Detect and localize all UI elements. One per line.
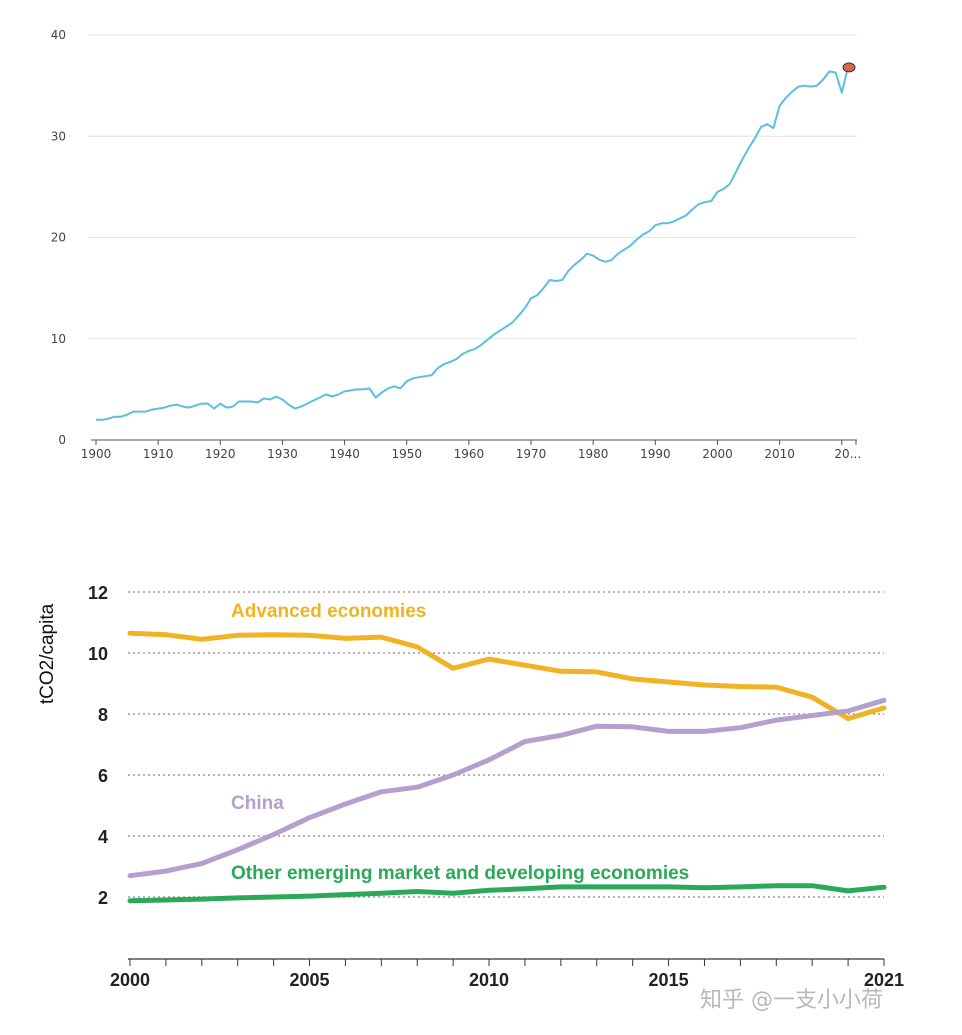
x-tick-label: 1910 <box>143 447 174 461</box>
y-axis-label: tCO2/capita <box>37 603 58 704</box>
series-label: Other emerging market and developing eco… <box>231 863 689 884</box>
y-tick-label: 20 <box>51 231 66 245</box>
y-tick-label: 10 <box>51 332 66 346</box>
y-tick-label: 10 <box>88 644 108 664</box>
x-tick-label: 1980 <box>578 447 609 461</box>
watermark: 知乎 @一支小小荷 <box>700 982 950 1013</box>
x-tick-label: 2015 <box>649 970 689 990</box>
x-tick-label: 2000 <box>702 447 733 461</box>
x-tick-label: 1920 <box>205 447 236 461</box>
y-tick-label: 8 <box>98 705 108 725</box>
x-tick-label: 2021 <box>864 970 904 990</box>
x-tick-label: 2005 <box>290 970 330 990</box>
series-line <box>127 883 887 904</box>
y-tick-label: 30 <box>51 129 66 143</box>
y-tick-label: 40 <box>51 28 66 42</box>
y-tick-label: 2 <box>98 888 108 908</box>
y-tick-label: 0 <box>58 433 66 447</box>
x-tick-label: 2010 <box>764 447 795 461</box>
x-tick-label: 2010 <box>469 970 509 990</box>
y-tick-label: 12 <box>88 583 108 603</box>
series-line <box>127 697 887 879</box>
x-tick-label: 1970 <box>516 447 547 461</box>
x-tick-label: 1940 <box>329 447 360 461</box>
last-point-marker <box>842 62 856 73</box>
y-tick-label: 4 <box>98 827 108 847</box>
x-tick-label: 1960 <box>454 447 485 461</box>
x-tick-label: 1950 <box>391 447 422 461</box>
series-line <box>127 630 887 722</box>
series-line <box>96 67 849 421</box>
x-tick-label: 1930 <box>267 447 298 461</box>
watermark-text: 知乎 @一支小小荷 <box>700 988 883 1013</box>
x-tick-label: 1900 <box>81 447 112 461</box>
co2-total-line-chart: 0 10 20 30 40 1900 1910 1920 1930 1940 1950 1960 197… <box>51 28 861 461</box>
x-tick-label: 1990 <box>640 447 671 461</box>
x-tick-label: 2000 <box>110 970 150 990</box>
y-tick-label: 6 <box>98 766 108 786</box>
x-tick-label: 20... <box>834 447 861 461</box>
series-label: Advanced economies <box>231 601 426 622</box>
series-label: China <box>231 793 284 814</box>
